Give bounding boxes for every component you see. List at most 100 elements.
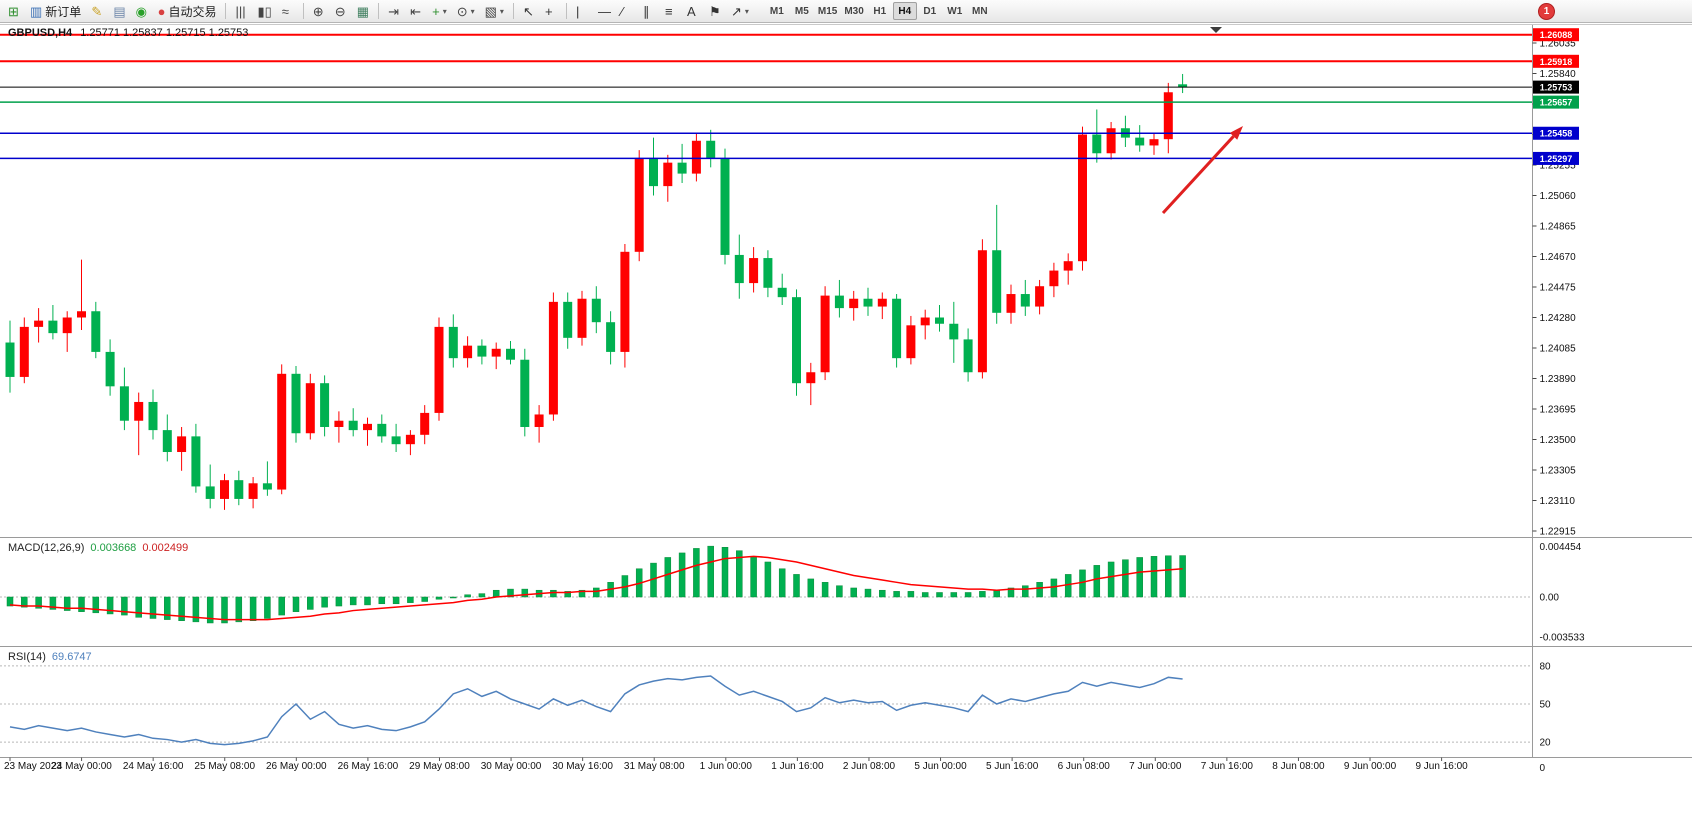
candle-body [477, 345, 487, 357]
cursor-button[interactable]: ↖ [519, 2, 539, 21]
chart-shift-marker[interactable] [1210, 27, 1222, 33]
timeframe-w1-button[interactable]: W1 [943, 2, 967, 20]
zoom-out-button[interactable]: ⊖ [331, 2, 351, 21]
macd-histogram-bar [292, 596, 300, 612]
candle-body [849, 298, 859, 309]
price-tick-label: 1.25255 [1540, 161, 1577, 172]
community-button[interactable]: ◉ [132, 2, 152, 21]
toolbar-separator [512, 3, 514, 19]
fibonacci-button[interactable]: ≡ [661, 2, 681, 21]
bar-chart-button[interactable]: ||| [231, 2, 251, 21]
timeframe-m5-button[interactable]: M5 [790, 2, 814, 20]
line-chart-button[interactable]: ≈ [278, 2, 298, 21]
candle-body [620, 251, 630, 352]
time-tick-label: 26 May 00:00 [266, 761, 327, 772]
macd-histogram-bar [321, 596, 328, 608]
trend-arrow-head[interactable] [1229, 126, 1243, 140]
text-icon: A [686, 3, 696, 19]
chart-symbol-title: GBPUSD,H4 1.25771 1.25837 1.25715 1.25753 [8, 27, 248, 39]
price-badge-label: 1.25657 [1540, 98, 1573, 108]
templates-button[interactable]: ▧ ▾ [481, 2, 508, 21]
macd-histogram-bar [879, 589, 886, 598]
macd-histogram-bar [736, 550, 743, 598]
auto-trading-button[interactable]: ● 自动交易 [154, 2, 221, 21]
timeframe-m1-button[interactable]: M1 [765, 2, 789, 20]
crosshair-button[interactable]: + [541, 2, 561, 21]
candle-body [220, 480, 229, 499]
candle-body [320, 383, 330, 427]
price-axis[interactable] [1532, 25, 1692, 758]
candle-body [977, 250, 987, 373]
rsi-scale-label: 80 [1540, 661, 1552, 672]
macd-histogram-bar [206, 596, 214, 624]
macd-histogram-bar [678, 552, 686, 598]
macd-histogram-bar [492, 589, 500, 598]
new-order-button[interactable]: ▥ 新订单 [26, 2, 85, 21]
candle-body [1106, 128, 1116, 154]
text-label-button[interactable]: ⚑ [705, 2, 725, 21]
macd-scale-label: -0.003533 [1540, 632, 1585, 643]
tile-windows-button[interactable]: ▦ [353, 2, 373, 21]
macd-histogram-bar [164, 596, 171, 620]
add-indicator-button[interactable]: + ▾ [428, 2, 451, 21]
periods-button[interactable]: ⊙ ▾ [453, 2, 479, 21]
toolbar-separator [302, 3, 304, 19]
horizontal-line-icon: — [597, 3, 611, 19]
candle-body [262, 483, 272, 490]
equidistant-channel-button[interactable]: ∥ [639, 2, 659, 21]
arrows-icon: ↗ [730, 3, 742, 19]
candle-body [534, 414, 544, 427]
macd-histogram-bar [836, 585, 843, 598]
timeframe-m30-button[interactable]: M30 [841, 2, 866, 20]
trendline-icon: ∕ [620, 3, 624, 19]
candle-body [177, 436, 187, 453]
macd-histogram-bar [1050, 578, 1058, 598]
macd-histogram-bar [335, 596, 343, 607]
horizontal-line-button[interactable]: — [594, 2, 615, 21]
macd-histogram-bar [593, 587, 600, 598]
rsi-label: RSI(14) 69.6747 [8, 651, 92, 663]
toolbar: ⊞ ▥ 新订单 ✎ ▤ ◉ ● 自动交易 ||| ▮▯ ≈ ⊕ ⊖ ▦ ⇥ ⇤ + ▾ ⊙ ▾ ▧ ▾ ↖ + | — ∕ ∥ ≡ A ⚑ ↗… [0, 0, 1692, 23]
vertical-line-button[interactable]: | [572, 2, 592, 21]
toolbar-buttons: ⊞ ▥ 新订单 ✎ ▤ ◉ ● 自动交易 ||| ▮▯ ≈ ⊕ ⊖ ▦ ⇥ ⇤ + ▾ ⊙ ▾ ▧ ▾ ↖ + | — ∕ ∥ ≡ A ⚑ ↗… [4, 2, 753, 21]
macd-histogram-bar [964, 592, 972, 598]
timeframe-h4-button[interactable]: H4 [892, 2, 917, 20]
trendline-button[interactable]: ∕ [617, 2, 637, 21]
timeframe-mn-button[interactable]: MN [968, 2, 992, 20]
zoom-in-button[interactable]: ⊕ [309, 2, 329, 21]
candle-body [963, 339, 973, 373]
rsi-scale-label: 20 [1540, 738, 1552, 749]
macd-histogram-bar [278, 596, 285, 616]
macd-histogram-bar [993, 589, 1000, 598]
print-button[interactable]: ▤ [109, 2, 129, 21]
macd-histogram-bar [921, 592, 929, 598]
price-tick-label: 1.25060 [1540, 191, 1577, 202]
time-tick-label: 9 Jun 16:00 [1415, 761, 1468, 772]
macd-histogram-bar [92, 596, 100, 614]
timeframe-h1-button[interactable]: H1 [868, 2, 892, 20]
auto-scroll-button[interactable]: ⇥ [384, 2, 404, 21]
timeframe-d1-button[interactable]: D1 [918, 2, 942, 20]
candle-body [935, 317, 944, 324]
time-tick-label: 5 Jun 00:00 [914, 761, 967, 772]
metaeditor-button[interactable]: ✎ [87, 2, 107, 21]
time-axis[interactable] [0, 758, 1692, 780]
chart-shift-button[interactable]: ⇤ [406, 2, 426, 21]
candlestick-chart-button[interactable]: ▮▯ [253, 2, 275, 21]
price-tick-label: 1.24670 [1540, 252, 1577, 263]
rsi-line [9, 675, 1183, 746]
macd-histogram-bar [1122, 559, 1129, 598]
new-chart-button[interactable]: ⊞ [4, 2, 24, 21]
candle-body [434, 326, 444, 413]
candle-body [1092, 134, 1102, 154]
candle-body [1163, 92, 1173, 140]
trend-arrow[interactable] [1161, 135, 1235, 215]
rsi-panel[interactable] [0, 647, 1532, 757]
timeframe-m15-button[interactable]: M15 [815, 2, 840, 20]
notification-badge[interactable]: 1 [1538, 3, 1555, 20]
auto-trading-label: 自动交易 [168, 4, 217, 19]
candle-body [19, 326, 29, 377]
arrows-button[interactable]: ↗ ▾ [727, 2, 753, 21]
text-button[interactable]: A [683, 2, 703, 21]
